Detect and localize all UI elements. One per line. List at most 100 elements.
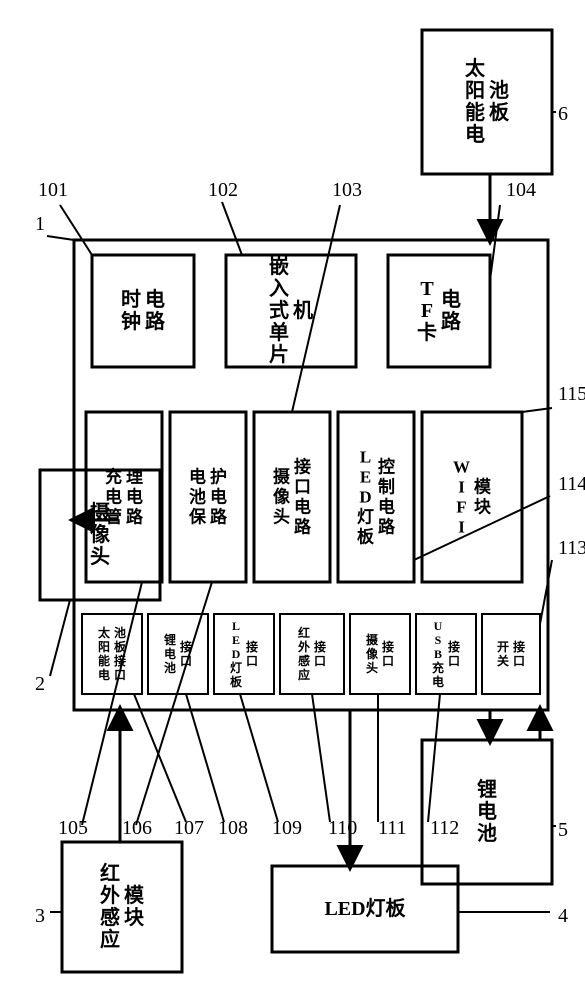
svg-text:头: 头: [366, 660, 378, 675]
diagram: 1时钟电路101嵌入式单片机102TF卡电路104充电管理电路105电池保护电路…: [0, 0, 585, 1000]
svg-text:保: 保: [188, 507, 207, 527]
svg-text:板: 板: [357, 527, 375, 547]
svg-text:灯: 灯: [230, 660, 242, 675]
svg-text:口: 口: [246, 654, 258, 668]
svg-text:I: I: [458, 518, 465, 537]
svg-text:单: 单: [269, 320, 289, 344]
svg-text:接: 接: [448, 639, 460, 654]
svg-text:池: 池: [189, 487, 206, 507]
svg-text:路: 路: [126, 507, 144, 527]
svg-text:太: 太: [98, 625, 111, 640]
svg-text:板: 板: [114, 639, 127, 654]
svg-text:控: 控: [378, 457, 395, 477]
svg-text:池: 池: [477, 822, 497, 845]
svg-text:池: 池: [489, 79, 509, 102]
svg-text:5: 5: [558, 819, 568, 841]
svg-text:灯: 灯: [357, 508, 374, 527]
svg-text:模: 模: [474, 477, 492, 497]
svg-text:式: 式: [269, 299, 289, 322]
svg-text:头: 头: [90, 545, 110, 568]
svg-text:电: 电: [164, 646, 176, 661]
svg-text:E: E: [232, 633, 240, 647]
svg-text:B: B: [434, 647, 442, 661]
svg-text:口: 口: [382, 654, 394, 668]
svg-text:能: 能: [98, 653, 110, 668]
svg-text:感: 感: [100, 905, 120, 929]
svg-text:接: 接: [513, 639, 525, 654]
svg-text:模: 模: [124, 883, 145, 907]
svg-text:外: 外: [298, 639, 310, 654]
svg-text:太: 太: [465, 57, 486, 80]
svg-text:路: 路: [294, 517, 312, 537]
svg-text:入: 入: [269, 277, 289, 300]
svg-text:电: 电: [210, 487, 227, 507]
svg-text:115: 115: [558, 383, 585, 405]
svg-text:1: 1: [35, 213, 45, 235]
svg-text:阳: 阳: [98, 639, 110, 654]
svg-text:4: 4: [558, 905, 568, 927]
svg-text:F: F: [456, 498, 466, 517]
svg-text:接: 接: [314, 639, 326, 654]
svg-text:口: 口: [513, 654, 525, 668]
svg-text:U: U: [434, 619, 443, 633]
svg-text:口: 口: [314, 654, 326, 668]
svg-text:111: 111: [378, 817, 407, 839]
svg-text:电: 电: [98, 667, 110, 682]
svg-text:F: F: [421, 300, 433, 322]
svg-text:T: T: [420, 278, 434, 300]
svg-text:S: S: [435, 633, 442, 647]
svg-text:L: L: [232, 619, 240, 633]
svg-text:电: 电: [189, 467, 206, 487]
svg-text:时: 时: [121, 288, 141, 311]
svg-text:应: 应: [298, 667, 310, 682]
svg-text:像: 像: [90, 522, 111, 546]
svg-text:接: 接: [382, 639, 394, 654]
svg-text:接: 接: [246, 639, 258, 654]
svg-text:112: 112: [430, 817, 459, 839]
svg-text:应: 应: [100, 927, 120, 951]
svg-text:路: 路: [441, 309, 462, 333]
svg-text:LED灯板: LED灯板: [324, 896, 406, 920]
svg-text:L: L: [360, 448, 371, 467]
svg-text:像: 像: [366, 646, 379, 661]
svg-text:105: 105: [58, 817, 88, 839]
svg-text:摄: 摄: [366, 632, 379, 647]
svg-text:电: 电: [378, 497, 395, 517]
svg-text:104: 104: [506, 179, 536, 201]
svg-text:103: 103: [332, 179, 362, 201]
svg-text:钟: 钟: [121, 309, 141, 333]
svg-text:感: 感: [298, 653, 310, 668]
svg-text:电: 电: [477, 800, 497, 823]
svg-text:电: 电: [145, 288, 165, 311]
svg-text:接: 接: [114, 653, 126, 668]
svg-text:卡: 卡: [417, 321, 437, 344]
svg-text:3: 3: [35, 905, 45, 927]
svg-text:护: 护: [210, 467, 227, 487]
svg-text:池: 池: [114, 625, 126, 640]
svg-text:电: 电: [294, 497, 311, 517]
svg-text:108: 108: [218, 817, 248, 839]
svg-text:池: 池: [164, 660, 176, 675]
svg-text:能: 能: [465, 100, 485, 124]
svg-text:电: 电: [465, 123, 485, 146]
svg-text:口: 口: [448, 654, 460, 668]
svg-text:充: 充: [432, 660, 444, 675]
svg-text:制: 制: [378, 477, 395, 497]
svg-text:红: 红: [298, 625, 310, 640]
svg-text:D: D: [359, 488, 371, 507]
svg-text:口: 口: [180, 654, 192, 668]
svg-text:外: 外: [100, 883, 120, 907]
svg-text:接: 接: [180, 639, 192, 654]
svg-text:阳: 阳: [465, 79, 485, 102]
svg-text:113: 113: [558, 537, 585, 559]
svg-text:101: 101: [38, 179, 68, 201]
svg-text:像: 像: [273, 488, 291, 507]
svg-text:102: 102: [208, 179, 238, 201]
svg-text:110: 110: [328, 817, 357, 839]
svg-text:红: 红: [100, 861, 120, 885]
svg-text:W: W: [453, 458, 470, 477]
svg-text:路: 路: [210, 507, 228, 527]
svg-text:口: 口: [294, 478, 311, 497]
svg-text:109: 109: [272, 817, 302, 839]
svg-text:6: 6: [558, 103, 568, 125]
